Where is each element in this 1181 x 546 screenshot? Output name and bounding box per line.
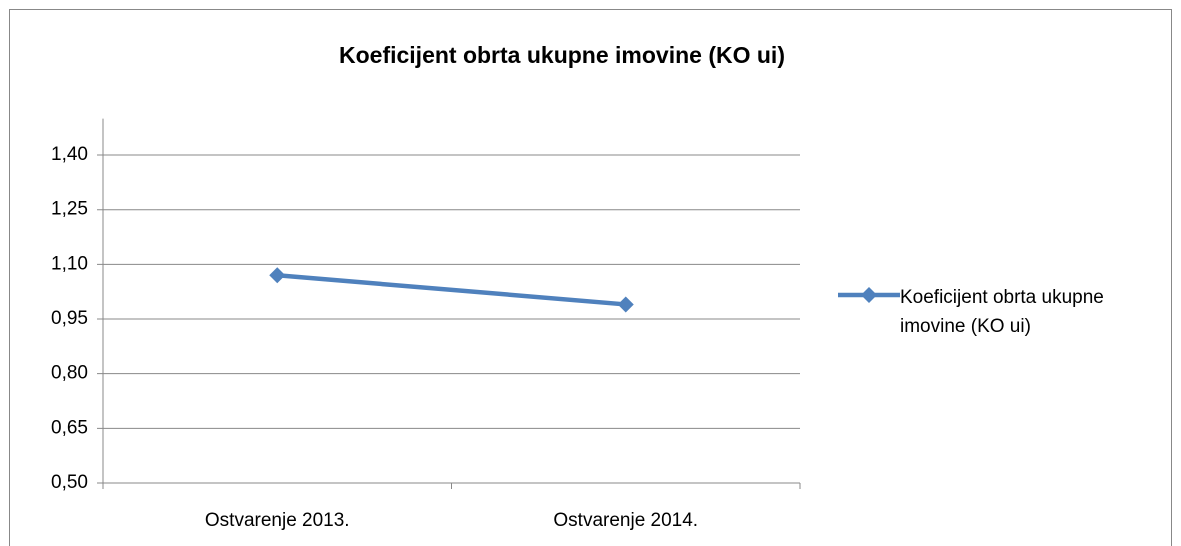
x-tick-label: Ostvarenje 2013. [205, 510, 350, 531]
x-tick-label: Ostvarenje 2014. [553, 510, 698, 531]
marker [269, 267, 286, 284]
series-line [277, 273, 626, 307]
chart-border [9, 9, 1172, 546]
y-tick-label: 0,50 [51, 472, 88, 493]
y-tick-label: 0,95 [51, 308, 88, 329]
y-tick-label: 1,10 [51, 253, 88, 274]
y-tick-label: 0,80 [51, 363, 88, 384]
y-tick-label: 1,40 [51, 144, 88, 165]
y-tick-label: 1,25 [51, 199, 88, 220]
legend-label: Koeficijent obrta ukupne imovine (KO ui) [900, 287, 1104, 337]
y-tick-label: 0,65 [51, 417, 88, 438]
legend-marker [861, 287, 877, 303]
marker [617, 296, 634, 313]
chart-title: Koeficijent obrta ukupne imovine (KO ui) [339, 42, 785, 68]
